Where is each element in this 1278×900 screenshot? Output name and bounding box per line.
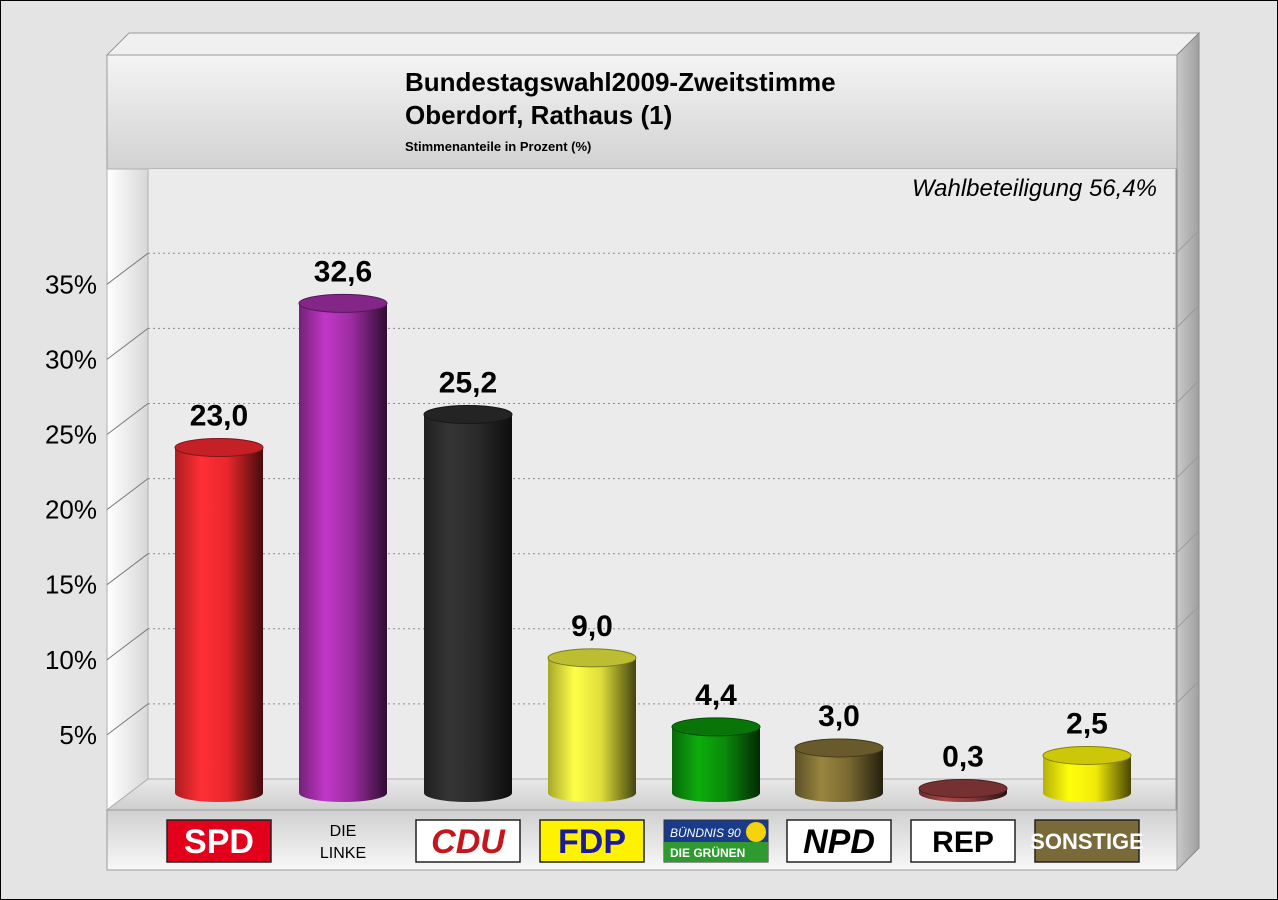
bar-2	[423, 404, 513, 802]
bar-body	[548, 657, 636, 802]
value-label: 4,4	[695, 679, 737, 712]
logo-text: NPD	[803, 823, 875, 861]
value-label: 2,5	[1066, 707, 1108, 740]
ytick-label: 5%	[59, 720, 97, 750]
npd-logo: NPD	[786, 819, 892, 863]
gridline-right-20	[1175, 455, 1200, 479]
gridline-side-20	[106, 478, 149, 510]
value-label: 25,2	[439, 366, 497, 399]
gridline-right-15	[1175, 530, 1200, 555]
logo-text: SPD	[184, 823, 254, 861]
gridline-side-30	[106, 328, 149, 360]
gruene-logo: BÜNDNIS 90 DIE GRÜNEN	[663, 819, 769, 863]
chart-title: Bundestagswahl2009-Zweitstimme	[405, 67, 836, 97]
cdu-logo: CDU	[415, 819, 521, 863]
plot-floor	[105, 778, 1177, 811]
bar-top	[423, 404, 513, 424]
fdp-logo: FDP	[539, 819, 645, 863]
bar-7	[1042, 745, 1132, 802]
bar-body	[175, 447, 263, 802]
gridline-side-25	[106, 403, 149, 435]
bar-top	[174, 438, 264, 458]
chart-subtitle: Oberdorf, Rathaus (1)	[405, 100, 672, 130]
ytick-label: 30%	[45, 344, 97, 374]
chart-caption: Stimmenanteile in Prozent (%)	[405, 139, 591, 154]
gridline-right-30	[1175, 305, 1200, 329]
gridline-side-15	[106, 553, 149, 586]
logo-text: FDP	[558, 823, 626, 861]
frame-right-face	[1176, 31, 1200, 872]
title-panel	[106, 54, 1178, 170]
ytick-label: 25%	[45, 420, 97, 450]
bar-1	[298, 293, 388, 802]
value-label: 23,0	[190, 400, 248, 433]
gridline-side-5	[106, 703, 149, 736]
value-label: 32,6	[314, 255, 372, 288]
logo-text: REP	[932, 826, 994, 859]
bar-body	[1043, 755, 1131, 802]
bar-top	[918, 778, 1008, 798]
logo-text: SONSTIGE	[1030, 829, 1144, 854]
die-linke-logo: DIE LINKE	[320, 823, 366, 862]
bar-top	[298, 293, 388, 313]
bar-body	[299, 303, 387, 802]
plot-left-wall	[106, 168, 149, 812]
sonstige-logo: SONSTIGE	[1030, 819, 1144, 863]
spd-logo: SPD	[166, 819, 272, 863]
gridline-right-5	[1175, 680, 1200, 705]
bar-body	[795, 747, 883, 802]
bar-top	[1042, 745, 1132, 765]
bar-6	[918, 778, 1008, 802]
rep-logo: REP	[910, 819, 1016, 863]
gridline-side-35	[106, 252, 149, 285]
logo-text: DIE GRÜNEN	[670, 845, 745, 860]
gridline-right-10	[1175, 605, 1200, 630]
bar-body	[424, 414, 512, 802]
logo-text: CDU	[431, 823, 506, 861]
bar-4	[671, 717, 761, 802]
value-label: 9,0	[571, 610, 613, 643]
ytick-label: 35%	[45, 269, 97, 299]
bar-top	[547, 648, 637, 668]
ytick-label: 15%	[45, 570, 97, 600]
bar-5	[794, 738, 884, 802]
ytick-label: 10%	[45, 645, 97, 675]
gridline-right-25	[1175, 380, 1200, 404]
logo-text: DIE	[330, 823, 357, 840]
logo-text: LINKE	[320, 845, 366, 862]
gridline-side-10	[106, 628, 149, 661]
frame-top-face	[105, 32, 1201, 56]
turnout-annotation: Wahlbeteiligung 56,4%	[912, 175, 1157, 202]
bar-body	[672, 726, 760, 802]
gridline-right-35	[1175, 229, 1200, 254]
bar-3	[547, 648, 637, 802]
bar-top	[671, 717, 761, 737]
value-label: 0,3	[942, 740, 984, 773]
bar-0	[174, 438, 264, 802]
bar-top	[794, 738, 884, 758]
ytick-label: 20%	[45, 495, 97, 525]
value-label: 3,0	[818, 700, 860, 733]
logo-text: BÜNDNIS 90	[670, 826, 741, 840]
